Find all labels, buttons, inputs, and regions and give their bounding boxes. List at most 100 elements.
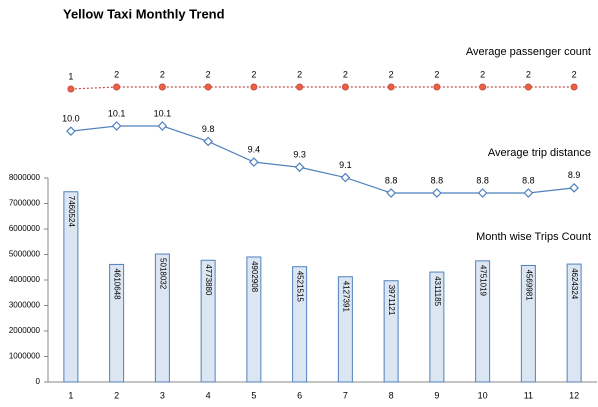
bar bbox=[429, 271, 445, 383]
point-label: 10.1 bbox=[154, 108, 172, 118]
point-marker bbox=[111, 121, 122, 131]
x-tick-label: 8 bbox=[389, 390, 394, 400]
y-tick-label: 6000000 bbox=[9, 224, 41, 233]
point-label: 2 bbox=[343, 69, 348, 79]
series-name: Month wise Trips Count bbox=[476, 231, 591, 243]
bar bbox=[566, 263, 582, 383]
x-tick-label: 7 bbox=[343, 390, 348, 400]
bar bbox=[520, 264, 536, 383]
point-label: 2 bbox=[114, 69, 119, 79]
point-marker bbox=[113, 83, 121, 91]
bar bbox=[292, 266, 308, 383]
point-marker bbox=[569, 182, 579, 193]
point-marker bbox=[479, 83, 487, 91]
point-label: 8.8 bbox=[476, 175, 489, 185]
point-label: 2 bbox=[297, 69, 302, 79]
point-label: 10.1 bbox=[108, 108, 126, 118]
chart-title: Yellow Taxi Monthly Trend bbox=[63, 6, 225, 21]
point-label: 2 bbox=[480, 69, 485, 79]
point-label: 2 bbox=[572, 69, 577, 79]
point-label: 9.4 bbox=[248, 144, 261, 154]
point-label: 8.8 bbox=[385, 175, 398, 185]
bar-value-label: 4773880 bbox=[204, 264, 213, 296]
point-marker bbox=[158, 83, 166, 91]
bar-value-label: 4569981 bbox=[524, 269, 533, 301]
point-marker bbox=[524, 83, 532, 91]
series-name: Average trip distance bbox=[488, 147, 591, 159]
point-marker bbox=[387, 83, 395, 91]
x-tick-label: 1 bbox=[68, 390, 73, 400]
point-marker bbox=[341, 83, 349, 91]
x-tick-label: 6 bbox=[297, 390, 302, 400]
point-marker bbox=[340, 172, 351, 183]
point-marker bbox=[296, 83, 304, 91]
bar-value-label: 4311185 bbox=[433, 276, 442, 307]
bar-value-label: 4751019 bbox=[479, 265, 488, 297]
point-marker bbox=[432, 188, 442, 198]
point-marker bbox=[249, 157, 259, 167]
point-marker bbox=[477, 188, 488, 198]
x-tick-label: 5 bbox=[251, 390, 256, 400]
point-marker bbox=[204, 83, 212, 91]
point-label: 10.0 bbox=[62, 114, 80, 124]
x-tick-label: 9 bbox=[434, 390, 439, 400]
bar bbox=[200, 259, 216, 383]
point-label: 9.1 bbox=[339, 160, 352, 170]
point-marker bbox=[294, 162, 305, 173]
point-marker bbox=[203, 136, 213, 147]
y-tick-label: 5000000 bbox=[9, 250, 41, 259]
point-label: 1 bbox=[68, 71, 73, 81]
bar-value-label: 4902908 bbox=[250, 261, 259, 293]
bar bbox=[63, 191, 79, 383]
point-label: 2 bbox=[251, 69, 256, 79]
series-name: Average passenger count bbox=[466, 46, 591, 58]
x-tick-label: 3 bbox=[160, 390, 165, 400]
series-line bbox=[70, 125, 575, 194]
point-marker bbox=[386, 188, 396, 198]
bar-value-label: 4610648 bbox=[113, 268, 122, 300]
y-tick-label: 1000000 bbox=[9, 352, 41, 361]
x-tick-label: 10 bbox=[478, 390, 488, 400]
x-tick-label: 11 bbox=[524, 390, 533, 400]
point-label: 9.8 bbox=[202, 124, 215, 134]
point-marker bbox=[157, 121, 168, 131]
y-tick-label: 8000000 bbox=[9, 173, 41, 182]
point-label: 2 bbox=[526, 69, 531, 79]
y-tick-label: 2000000 bbox=[9, 326, 41, 335]
bar-value-label: 7460524 bbox=[67, 196, 76, 228]
point-marker bbox=[523, 188, 534, 198]
point-marker bbox=[67, 85, 75, 93]
point-label: 2 bbox=[434, 69, 439, 79]
point-marker bbox=[433, 83, 441, 91]
bar bbox=[337, 276, 353, 383]
y-tick-label: 3000000 bbox=[9, 301, 41, 310]
point-label: 2 bbox=[160, 69, 165, 79]
point-label: 8.8 bbox=[522, 175, 535, 185]
point-label: 9.3 bbox=[293, 150, 306, 160]
bar bbox=[154, 253, 170, 383]
x-tick-label: 4 bbox=[206, 390, 211, 400]
bar-value-label: 4521515 bbox=[296, 271, 305, 303]
bar-value-label: 4127391 bbox=[341, 281, 350, 313]
x-tick-label: 2 bbox=[114, 390, 119, 400]
x-tick-label: 12 bbox=[569, 390, 579, 400]
point-marker bbox=[66, 126, 76, 137]
point-label: 8.8 bbox=[431, 175, 444, 185]
series-line bbox=[70, 86, 575, 90]
point-label: 2 bbox=[389, 69, 394, 79]
point-label: 8.9 bbox=[568, 170, 581, 180]
bar bbox=[475, 260, 491, 383]
bar-value-label: 5018032 bbox=[158, 258, 167, 290]
y-tick-label: 4000000 bbox=[9, 275, 41, 284]
point-marker bbox=[250, 83, 258, 91]
y-tick-label: 7000000 bbox=[9, 199, 41, 208]
bar bbox=[383, 280, 399, 383]
bar-value-label: 3971121 bbox=[387, 285, 396, 316]
point-label: 2 bbox=[206, 69, 211, 79]
bar-value-label: 4624324 bbox=[570, 268, 579, 300]
point-marker bbox=[570, 83, 578, 91]
bar bbox=[109, 263, 125, 383]
bar bbox=[246, 256, 262, 383]
y-tick-label: 0 bbox=[36, 377, 41, 386]
